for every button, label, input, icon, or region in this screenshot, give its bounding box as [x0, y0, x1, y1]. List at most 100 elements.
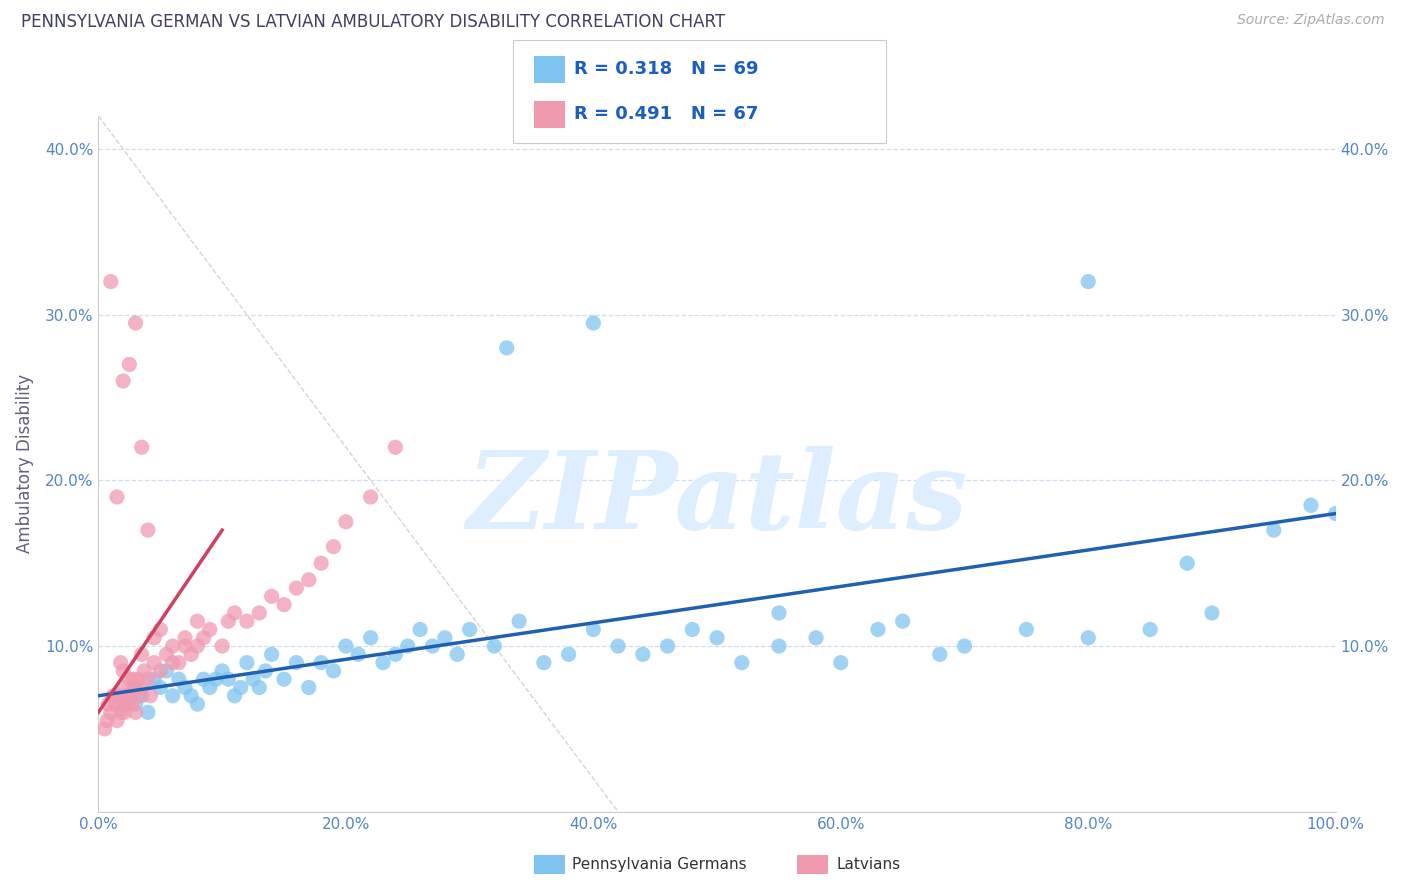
- Point: [768, 639, 790, 653]
- Point: [582, 623, 605, 637]
- Point: [131, 681, 153, 695]
- Point: [1077, 275, 1099, 289]
- Point: [731, 656, 754, 670]
- Point: [229, 681, 252, 695]
- Point: [928, 648, 950, 662]
- Point: [198, 681, 221, 695]
- Point: [335, 639, 357, 653]
- Point: [131, 440, 153, 454]
- Point: [143, 672, 166, 686]
- Point: [533, 656, 555, 670]
- Point: [97, 697, 120, 711]
- Point: [100, 706, 122, 720]
- Point: [347, 648, 370, 662]
- Point: [484, 639, 506, 653]
- Point: [285, 581, 308, 595]
- Point: [131, 689, 153, 703]
- Point: [122, 681, 145, 695]
- Point: [309, 656, 332, 670]
- Point: [139, 689, 162, 703]
- Point: [180, 648, 202, 662]
- Point: [193, 672, 215, 686]
- Point: [384, 440, 406, 454]
- Point: [174, 681, 197, 695]
- Point: [155, 648, 177, 662]
- Point: [136, 706, 159, 720]
- Point: [136, 523, 159, 537]
- Point: [804, 631, 827, 645]
- Point: [830, 656, 852, 670]
- Point: [433, 631, 456, 645]
- Text: Source: ZipAtlas.com: Source: ZipAtlas.com: [1237, 13, 1385, 28]
- Point: [1015, 623, 1038, 637]
- Point: [124, 681, 146, 695]
- Point: [217, 672, 239, 686]
- Point: [322, 540, 344, 554]
- Point: [193, 631, 215, 645]
- Point: [1175, 556, 1198, 570]
- Point: [149, 623, 172, 637]
- Point: [458, 623, 481, 637]
- Point: [121, 697, 143, 711]
- Point: [174, 639, 197, 653]
- Point: [105, 490, 128, 504]
- Point: [891, 614, 914, 628]
- Point: [446, 648, 468, 662]
- Point: [115, 697, 138, 711]
- Point: [118, 358, 141, 372]
- Point: [1263, 523, 1285, 537]
- Point: [162, 639, 184, 653]
- Point: [1201, 606, 1223, 620]
- Point: [1299, 498, 1322, 512]
- Point: [149, 664, 172, 678]
- Point: [224, 606, 246, 620]
- Point: [273, 598, 295, 612]
- Point: [112, 374, 135, 388]
- Point: [953, 639, 976, 653]
- Point: [108, 689, 131, 703]
- Point: [110, 656, 132, 670]
- Point: [198, 623, 221, 637]
- Text: R = 0.318   N = 69: R = 0.318 N = 69: [574, 60, 758, 78]
- Point: [495, 341, 517, 355]
- Point: [105, 714, 128, 728]
- Point: [1077, 631, 1099, 645]
- Point: [110, 706, 132, 720]
- Point: [681, 623, 703, 637]
- Point: [322, 664, 344, 678]
- Point: [866, 623, 889, 637]
- Point: [134, 664, 156, 678]
- Point: [96, 714, 118, 728]
- Point: [118, 689, 141, 703]
- Point: [167, 656, 190, 670]
- Point: [180, 689, 202, 703]
- Point: [100, 275, 122, 289]
- Point: [103, 689, 125, 703]
- Point: [260, 590, 283, 604]
- Point: [384, 648, 406, 662]
- Y-axis label: Ambulatory Disability: Ambulatory Disability: [15, 375, 34, 553]
- Point: [631, 648, 654, 662]
- Point: [124, 706, 146, 720]
- Point: [112, 706, 135, 720]
- Point: [112, 664, 135, 678]
- Point: [143, 656, 166, 670]
- Point: [217, 614, 239, 628]
- Point: [273, 672, 295, 686]
- Point: [508, 614, 530, 628]
- Point: [236, 656, 259, 670]
- Point: [155, 664, 177, 678]
- Point: [131, 648, 153, 662]
- Point: [93, 722, 115, 736]
- Point: [557, 648, 579, 662]
- Text: Latvians: Latvians: [837, 857, 901, 871]
- Point: [211, 639, 233, 653]
- Point: [335, 515, 357, 529]
- Text: ZIPatlas: ZIPatlas: [467, 446, 967, 551]
- Point: [186, 614, 208, 628]
- Point: [124, 697, 146, 711]
- Point: [360, 490, 382, 504]
- Point: [127, 672, 149, 686]
- Point: [128, 689, 150, 703]
- Point: [254, 664, 277, 678]
